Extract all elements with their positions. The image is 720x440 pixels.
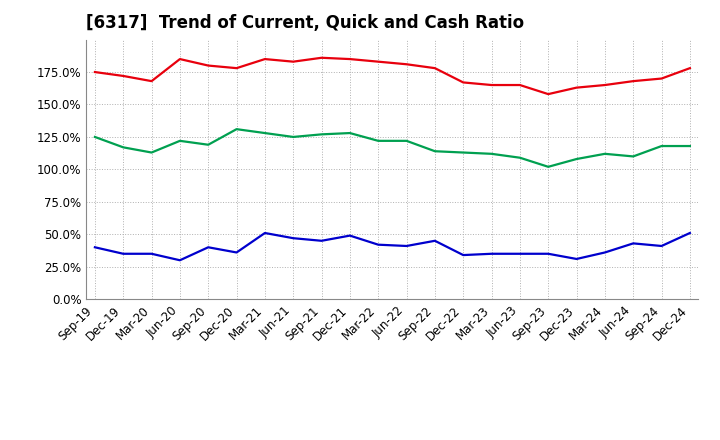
Current Ratio xyxy=(600,82,609,88)
Quick Ratio xyxy=(91,134,99,139)
Cash Ratio xyxy=(148,251,156,257)
Quick Ratio xyxy=(600,151,609,157)
Quick Ratio xyxy=(544,164,552,169)
Current Ratio xyxy=(91,70,99,75)
Quick Ratio xyxy=(176,138,184,143)
Cash Ratio xyxy=(374,242,382,247)
Cash Ratio xyxy=(204,245,212,250)
Current Ratio xyxy=(318,55,326,60)
Quick Ratio xyxy=(148,150,156,155)
Cash Ratio xyxy=(346,233,354,238)
Quick Ratio xyxy=(487,151,496,157)
Current Ratio xyxy=(544,92,552,97)
Current Ratio xyxy=(346,56,354,62)
Cash Ratio xyxy=(629,241,637,246)
Cash Ratio xyxy=(459,253,467,258)
Current Ratio xyxy=(459,80,467,85)
Quick Ratio xyxy=(657,143,666,149)
Quick Ratio xyxy=(629,154,637,159)
Cash Ratio xyxy=(233,250,241,255)
Cash Ratio xyxy=(544,251,552,257)
Quick Ratio xyxy=(289,134,297,139)
Current Ratio xyxy=(289,59,297,64)
Quick Ratio xyxy=(685,143,694,149)
Cash Ratio xyxy=(318,238,326,243)
Cash Ratio xyxy=(119,251,127,257)
Cash Ratio xyxy=(685,231,694,236)
Cash Ratio xyxy=(572,257,581,262)
Quick Ratio xyxy=(261,130,269,136)
Cash Ratio xyxy=(431,238,439,243)
Quick Ratio xyxy=(374,138,382,143)
Current Ratio xyxy=(148,78,156,84)
Cash Ratio xyxy=(402,243,411,249)
Current Ratio xyxy=(431,66,439,71)
Text: [6317]  Trend of Current, Quick and Cash Ratio: [6317] Trend of Current, Quick and Cash … xyxy=(86,15,525,33)
Line: Cash Ratio: Cash Ratio xyxy=(95,233,690,260)
Line: Quick Ratio: Quick Ratio xyxy=(95,129,690,167)
Current Ratio xyxy=(374,59,382,64)
Current Ratio xyxy=(487,82,496,88)
Quick Ratio xyxy=(204,142,212,147)
Quick Ratio xyxy=(402,138,411,143)
Current Ratio xyxy=(629,78,637,84)
Quick Ratio xyxy=(459,150,467,155)
Current Ratio xyxy=(402,62,411,67)
Line: Current Ratio: Current Ratio xyxy=(95,58,690,94)
Cash Ratio xyxy=(657,243,666,249)
Quick Ratio xyxy=(516,155,524,160)
Cash Ratio xyxy=(516,251,524,257)
Current Ratio xyxy=(204,63,212,68)
Cash Ratio xyxy=(289,235,297,241)
Cash Ratio xyxy=(91,245,99,250)
Quick Ratio xyxy=(318,132,326,137)
Cash Ratio xyxy=(176,258,184,263)
Quick Ratio xyxy=(572,156,581,161)
Current Ratio xyxy=(572,85,581,90)
Current Ratio xyxy=(261,56,269,62)
Current Ratio xyxy=(233,66,241,71)
Current Ratio xyxy=(657,76,666,81)
Cash Ratio xyxy=(487,251,496,257)
Cash Ratio xyxy=(600,250,609,255)
Quick Ratio xyxy=(233,127,241,132)
Current Ratio xyxy=(176,56,184,62)
Quick Ratio xyxy=(431,149,439,154)
Current Ratio xyxy=(516,82,524,88)
Quick Ratio xyxy=(119,145,127,150)
Current Ratio xyxy=(119,73,127,79)
Quick Ratio xyxy=(346,130,354,136)
Cash Ratio xyxy=(261,231,269,236)
Current Ratio xyxy=(685,66,694,71)
